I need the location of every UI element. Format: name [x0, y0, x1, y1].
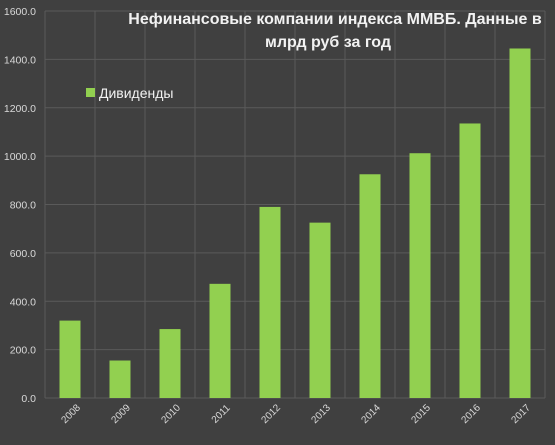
- gridlines: [44, 10, 546, 399]
- y-tick-label: 1400.0: [4, 54, 36, 66]
- y-tick-label: 0.0: [21, 393, 36, 405]
- chart-title-line-1: Нефинансовые компании индекса ММВБ. Данн…: [128, 11, 542, 28]
- x-tick-label: 2010: [159, 402, 183, 426]
- y-tick-label: 400.0: [10, 296, 36, 308]
- y-tick-label: 1200.0: [4, 103, 36, 115]
- bar-2008: [59, 320, 81, 398]
- x-tick-label: 2014: [359, 402, 383, 426]
- x-tick-label: 2008: [59, 402, 83, 426]
- y-axis-ticks: 0.0 200.0 400.0 600.0 800.0 1000.0 1200.0 1400.…: [4, 6, 36, 405]
- chart-title-line-2: млрд руб за год: [265, 34, 391, 51]
- bar-2017: [509, 48, 531, 398]
- x-tick-label: 2012: [259, 402, 283, 426]
- y-tick-label: 200.0: [10, 345, 36, 357]
- y-tick-label: 1000.0: [4, 151, 36, 163]
- x-tick-label: 2009: [109, 402, 133, 426]
- bars: [59, 48, 531, 399]
- x-tick-label: 2017: [509, 402, 533, 426]
- y-tick-label: 800.0: [10, 200, 36, 212]
- bar-2014: [359, 174, 381, 398]
- legend: Дивиденды: [86, 85, 173, 101]
- bar-2015: [409, 153, 431, 398]
- bar-2011: [209, 283, 231, 398]
- x-tick-label: 2015: [409, 402, 433, 426]
- x-tick-label: 2011: [210, 402, 233, 425]
- bar-2016: [459, 123, 481, 399]
- chart-title: Нефинансовые компании индекса ММВБ. Данн…: [128, 11, 542, 51]
- x-tick-label: 2013: [309, 402, 333, 426]
- bar-2012: [259, 206, 281, 398]
- y-tick-label: 1600.0: [4, 6, 36, 18]
- legend-label: Дивиденды: [99, 85, 173, 101]
- bar-2009: [109, 360, 131, 398]
- x-axis-ticks: 2008 2009 2010 2011 2012 2013 2014 2015 2016 2017: [59, 402, 533, 426]
- legend-swatch: [86, 88, 95, 97]
- bar-2013: [309, 222, 331, 398]
- y-tick-label: 600.0: [10, 248, 36, 260]
- bar-2010: [159, 329, 181, 398]
- x-tick-label: 2016: [459, 402, 483, 426]
